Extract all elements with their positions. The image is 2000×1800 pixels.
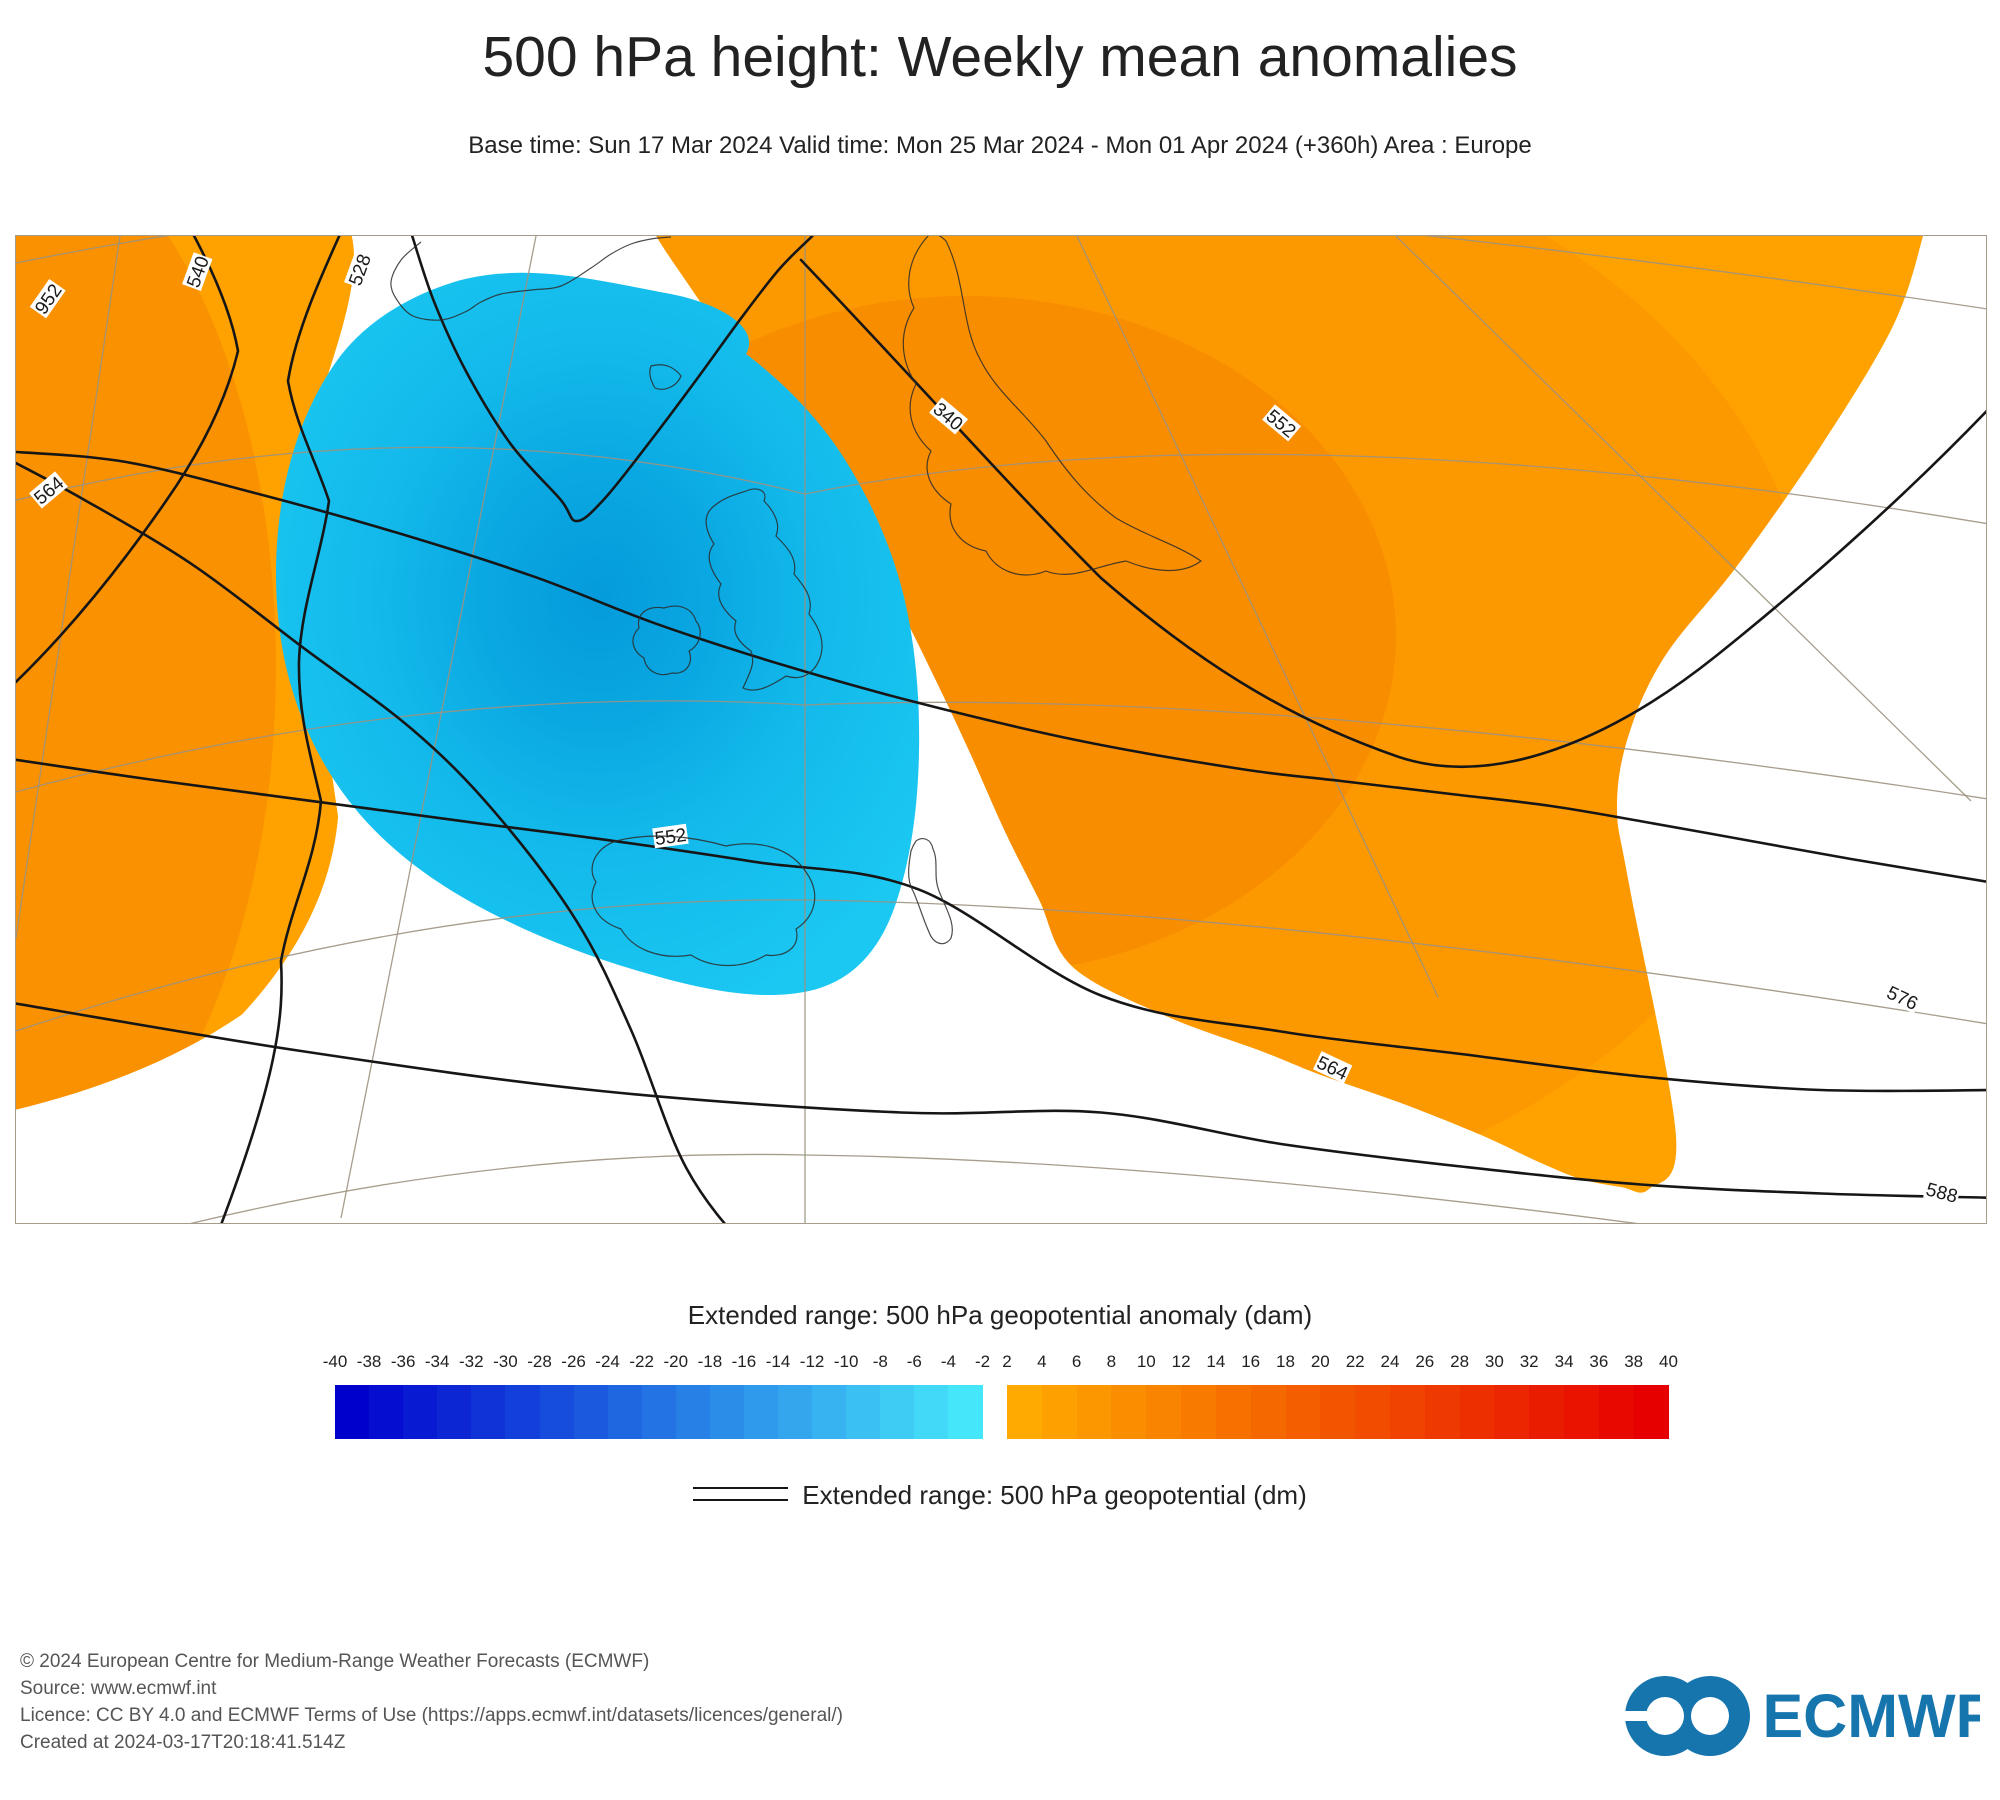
svg-text:ECMWF: ECMWF (1763, 1682, 1981, 1750)
